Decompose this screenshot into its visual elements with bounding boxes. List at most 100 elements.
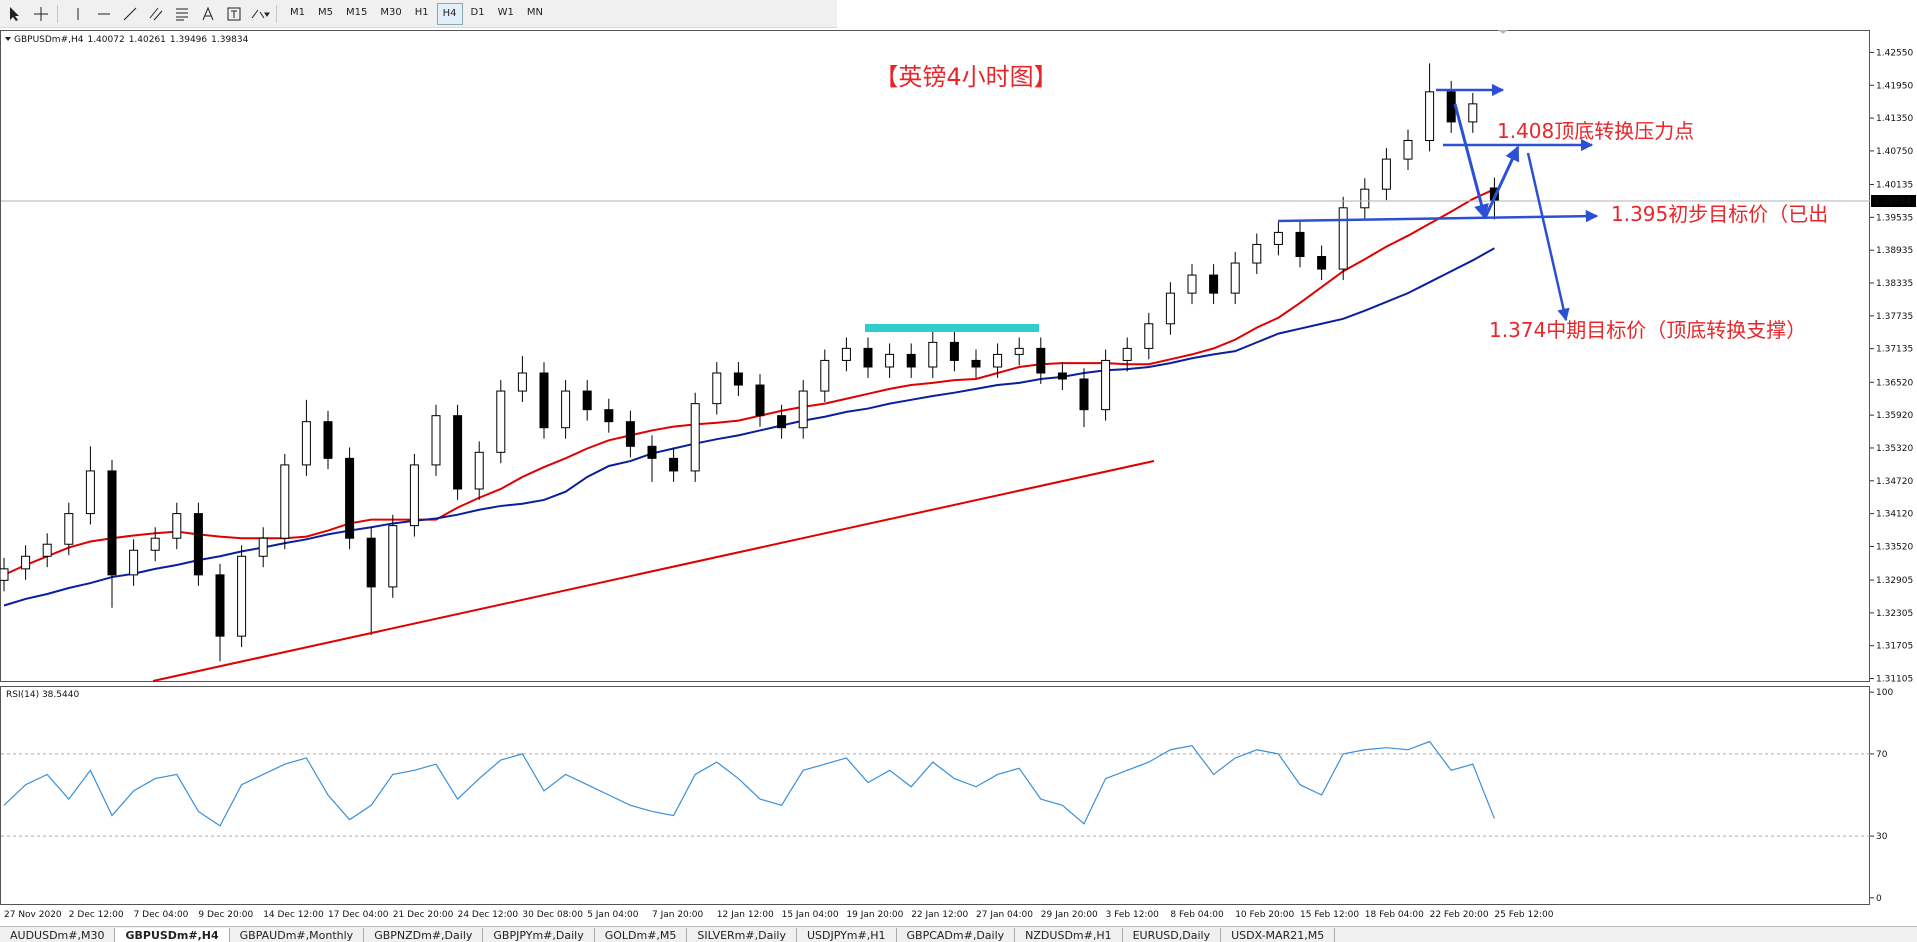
crosshair-tool[interactable] [30, 3, 52, 25]
y-tick-label: 30 [1876, 832, 1888, 842]
price-box-label: 1.39834 [1874, 197, 1911, 207]
x-tick-label: 24 Dec 12:00 [458, 910, 519, 920]
chart-tab[interactable]: USDX-MAR21,M5 [1221, 928, 1336, 942]
vertical-line-tool[interactable] [67, 3, 89, 25]
trendline-tool[interactable] [119, 3, 141, 25]
x-tick-label: 18 Feb 04:00 [1365, 910, 1424, 920]
candle-body [237, 555, 247, 637]
channel-tool[interactable] [145, 3, 167, 25]
price-axis [1870, 30, 1917, 905]
horizontal-line-tool[interactable] [93, 3, 115, 25]
candle-body [1144, 323, 1154, 349]
candle-body [1165, 292, 1175, 325]
y-tick-label: 1.40750 [1876, 147, 1913, 157]
chart-tab[interactable]: GBPAUDm#,Monthly [230, 928, 365, 942]
label-tool[interactable] [223, 3, 245, 25]
candle-body [1187, 274, 1197, 294]
candle-body [733, 372, 743, 386]
candle-body [755, 384, 765, 417]
toolbar: M1 M5 M15 M30 H1 H4 D1 W1 MN [0, 0, 837, 28]
x-tick-label: 19 Jan 20:00 [846, 910, 903, 920]
candle-body [215, 574, 225, 637]
candle-body [1101, 359, 1111, 411]
rsi-line [3, 740, 1495, 827]
icon [202, 6, 214, 20]
chart-tab[interactable]: GBPNZDm#,Daily [364, 928, 484, 942]
header-low: 1.39496 [170, 35, 207, 45]
chart-tab[interactable]: GBPUSDm#,H4 [115, 928, 230, 942]
timeframe-button[interactable]: D1 [470, 6, 485, 18]
chart-tab[interactable]: GBPJPYm#,Daily [483, 928, 595, 942]
icon [251, 9, 270, 18]
candle-body [64, 513, 74, 545]
candle-body [0, 568, 9, 581]
resistance-zone [865, 324, 1039, 332]
cursor-tool[interactable] [4, 3, 26, 25]
chart-title: 【英镑4小时图】 [874, 63, 1057, 91]
price-box [1871, 195, 1916, 208]
candle-body [647, 445, 657, 459]
timeframe-button[interactable]: M1 [290, 6, 305, 18]
x-tick-label: 15 Feb 12:00 [1300, 910, 1359, 920]
annotation: 1.408顶底转换压力点 [1497, 119, 1694, 143]
chart-tab[interactable]: SILVERm#,Daily [687, 928, 797, 942]
x-tick-label: 21 Dec 20:00 [393, 910, 454, 920]
candle-body [971, 359, 981, 368]
candle-body [928, 341, 938, 368]
chart-tab[interactable]: GOLDm#,M5 [595, 928, 688, 942]
timeframe-button[interactable]: H4 [436, 2, 463, 25]
candle-body [42, 543, 52, 557]
candle-body [366, 537, 376, 588]
timeframe-button[interactable]: MN [526, 6, 543, 18]
x-tick-label: 3 Feb 12:00 [1106, 910, 1160, 920]
text-tool[interactable] [197, 3, 219, 25]
y-tick-label: 1.37135 [1876, 345, 1913, 355]
chart-tab[interactable]: NZDUSDm#,H1 [1015, 928, 1123, 942]
timeframe-button[interactable]: M5 [318, 6, 333, 18]
candle-body [388, 525, 398, 588]
y-tick-label: 1.38335 [1876, 279, 1913, 289]
y-tick-label: 0 [1876, 894, 1882, 904]
candle-body [474, 451, 484, 490]
candle-body [1446, 91, 1456, 123]
timeframe-button[interactable]: W1 [497, 6, 514, 18]
y-tick-label: 1.33520 [1876, 542, 1913, 552]
y-tick-label: 1.31705 [1876, 642, 1913, 652]
candle-body [690, 403, 700, 472]
candle-body [1209, 274, 1219, 294]
shift-marker [1498, 30, 1508, 34]
x-tick-label: 12 Jan 12:00 [717, 910, 774, 920]
y-tick-label: 1.38935 [1876, 246, 1913, 256]
chart-tab[interactable]: AUDUSDm#,M30 [0, 928, 116, 942]
arrows-tool[interactable] [249, 3, 271, 25]
candle-body [1057, 372, 1067, 380]
fibo-tool[interactable] [171, 3, 193, 25]
candle-body [129, 549, 139, 576]
annotation: 1.374中期目标价（顶底转换支撑） [1489, 318, 1806, 342]
chart-tab[interactable]: EURUSD,Daily [1123, 928, 1222, 942]
timeframe-button[interactable]: M15 [346, 6, 368, 18]
x-tick-label: 27 Jan 04:00 [976, 910, 1033, 920]
candle-body [172, 513, 182, 539]
y-tick-label: 1.32305 [1876, 609, 1913, 619]
timeframe-button[interactable]: H1 [414, 6, 429, 18]
x-tick-label: 14 Dec 12:00 [263, 910, 324, 920]
candle-body [85, 470, 95, 515]
candle-body [453, 415, 463, 490]
chart-tab[interactable]: USDJPYm#,H1 [797, 928, 897, 942]
candle-body [625, 421, 635, 447]
candle-body [949, 341, 959, 361]
timeframe-button[interactable]: M30 [380, 6, 402, 18]
icon [176, 8, 188, 20]
x-tick-label: 22 Jan 12:00 [911, 910, 968, 920]
candle-body [1317, 255, 1327, 270]
separator [276, 4, 277, 23]
candle-body [409, 464, 419, 527]
timeframes: M1 M5 M15 M30 H1 H4 D1 W1 MN [282, 2, 548, 25]
x-tick-label: 8 Feb 04:00 [1170, 910, 1224, 920]
chart-tab[interactable]: GBPCADm#,Daily [897, 928, 1016, 942]
candle-body [993, 353, 1003, 368]
moving-average [3, 247, 1495, 607]
candle-body [669, 457, 679, 472]
